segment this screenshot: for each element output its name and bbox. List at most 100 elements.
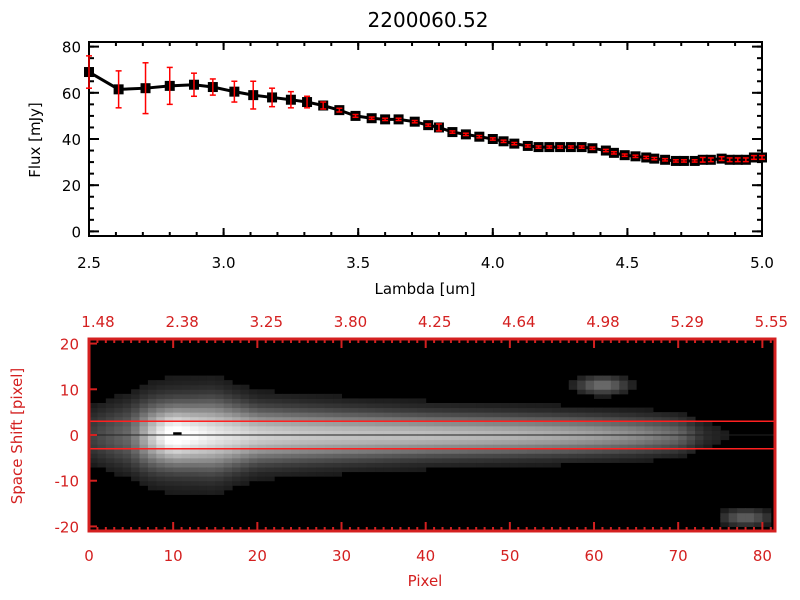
- image-pixel: [299, 412, 309, 418]
- image-pixel: [358, 430, 368, 436]
- image-pixel: [173, 489, 183, 495]
- image-pixel: [307, 439, 317, 445]
- image-pixel: [425, 435, 435, 441]
- image-pixel: [459, 448, 469, 454]
- image-pixel: [434, 462, 444, 468]
- image-pixel: [232, 453, 242, 459]
- image-pixel: [139, 467, 149, 473]
- image-pixel: [661, 425, 671, 431]
- image-pixel: [669, 444, 679, 450]
- image-pixel: [274, 416, 284, 422]
- image-pixel: [375, 457, 385, 463]
- image-pixel: [577, 380, 587, 386]
- image-pixel: [560, 439, 570, 445]
- image-pixel: [265, 453, 275, 459]
- image-pixel: [206, 375, 216, 381]
- image-pixel: [366, 421, 376, 427]
- image-pixel: [198, 421, 208, 427]
- image-pixel: [156, 384, 166, 390]
- image-pixel: [291, 462, 300, 468]
- image-pixel: [341, 448, 351, 454]
- image-pixel: [476, 421, 486, 427]
- spectral-image-plot: 0 1.48 10 2.38 20 3.25 30 3.80 40 4.25 50 4.64 60 4.9…: [55, 313, 789, 565]
- image-pixel: [206, 416, 216, 422]
- image-pixel: [190, 476, 199, 482]
- image-pixel: [762, 521, 772, 527]
- image-pixel: [543, 403, 553, 409]
- image-pixel: [400, 425, 410, 431]
- image-pixel: [585, 425, 595, 431]
- image-pixel: [97, 435, 107, 441]
- image-pixel: [349, 457, 359, 463]
- image-pixel: [223, 403, 233, 409]
- image-pixel: [551, 457, 561, 463]
- image-pixel: [678, 439, 688, 445]
- image-pixel: [493, 444, 502, 450]
- image-pixel: [240, 384, 250, 390]
- image-pixel: [341, 421, 351, 427]
- image-pixel: [198, 380, 208, 386]
- image-pixel: [215, 375, 225, 381]
- image-pixel: [518, 439, 528, 445]
- image-pixel: [627, 416, 637, 422]
- image-pixel: [333, 439, 343, 445]
- image-pixel: [307, 467, 317, 473]
- image-pixel: [543, 444, 553, 450]
- image-pixel: [257, 421, 267, 427]
- image-pixel: [341, 467, 351, 473]
- image-pixel: [333, 471, 343, 477]
- image-pixel: [577, 375, 587, 381]
- image-pixel: [610, 453, 620, 459]
- image-pixel: [147, 398, 157, 404]
- image-pixel: [257, 393, 267, 399]
- image-pixel: [156, 471, 166, 477]
- image-pixel: [518, 407, 528, 413]
- image-pixel: [459, 457, 469, 463]
- image-pixel: [543, 412, 553, 418]
- image-pixel: [442, 448, 452, 454]
- image-pixel: [408, 398, 418, 404]
- error-bar: [166, 66, 173, 106]
- image-pixel: [627, 448, 637, 454]
- image-pixel: [173, 393, 183, 399]
- image-pixel: [232, 412, 242, 418]
- image-pixel: [560, 421, 570, 427]
- image-pixel: [408, 448, 418, 454]
- image-pixel: [291, 412, 300, 418]
- image-pixel: [324, 435, 334, 441]
- image-pixel: [493, 407, 502, 413]
- image-pixel: [324, 398, 334, 404]
- image-pixel: [459, 403, 469, 409]
- image-pixel: [484, 448, 494, 454]
- image-pixel: [669, 453, 679, 459]
- image-pixel: [627, 430, 637, 436]
- image-pixel: [190, 462, 199, 468]
- y-tick-label: -10: [55, 473, 80, 491]
- image-pixel: [594, 457, 603, 463]
- image-pixel: [349, 430, 359, 436]
- image-pixel: [333, 467, 343, 473]
- image-pixel: [232, 425, 242, 431]
- image-pixel: [206, 425, 216, 431]
- image-pixel: [223, 453, 233, 459]
- image-pixel: [434, 403, 444, 409]
- image-pixel: [240, 471, 250, 477]
- image-pixel: [131, 403, 141, 409]
- image-pixel: [602, 389, 612, 395]
- image-pixel: [636, 407, 646, 413]
- error-bar: [336, 107, 343, 113]
- image-pixel: [257, 416, 267, 422]
- image-pixel: [425, 425, 435, 431]
- image-pixel: [577, 457, 587, 463]
- image-pixel: [248, 453, 258, 459]
- image-pixel: [299, 398, 309, 404]
- image-pixel: [720, 512, 730, 518]
- error-bar: [672, 159, 679, 163]
- image-pixel: [594, 416, 603, 422]
- error-bar: [382, 117, 389, 122]
- image-pixel: [156, 444, 166, 450]
- image-pixel: [341, 398, 351, 404]
- image-pixel: [442, 453, 452, 459]
- spectrum-xlabel: Lambda [um]: [375, 280, 476, 298]
- image-pixel: [274, 393, 284, 399]
